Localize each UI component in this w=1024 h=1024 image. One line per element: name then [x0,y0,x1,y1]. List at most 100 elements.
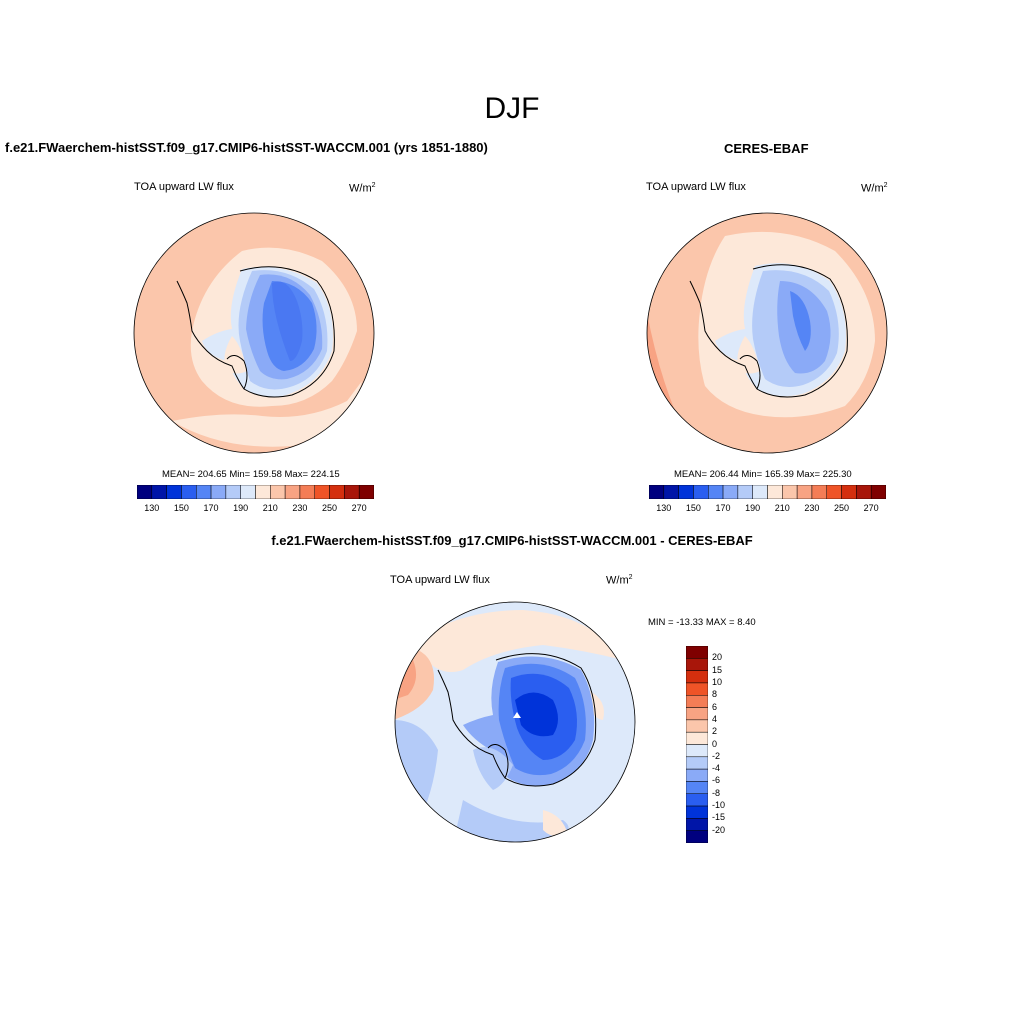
colorbar-tick-label: 190 [233,503,249,513]
colorbar-swatch [210,485,227,499]
obs-stats: MEAN= 206.44 Min= 165.39 Max= 225.30 [674,469,852,480]
colorbar-swatch [314,485,330,499]
colorbar-swatch [811,485,827,499]
colorbar-swatch [255,485,271,499]
obs-colorbar-labels: 130 150 170 190 210 230 250 270 [649,503,886,515]
diff-colorbar-tick-label: -2 [712,750,721,761]
colorbar-swatch [299,485,315,499]
diff-colorbar-tick-label: -10 [712,800,726,811]
diff-colorbar-tick-label: -15 [712,812,726,823]
colorbar-tick-label: 170 [715,503,731,513]
colorbar-tick-label: 150 [685,503,701,513]
diff-colorbar-swatch [686,719,708,733]
model-stats: MEAN= 204.65 Min= 159.58 Max= 224.15 [162,469,340,480]
diff-colorbar-swatch [686,695,708,708]
diff-colorbar-swatch [686,731,708,745]
colorbar-tick-label: 230 [804,503,820,513]
colorbar-tick-label: 250 [834,503,850,513]
diff-colorbar-labels: 20 15 10 8 6 4 2 0 -2 -4 -6 -8 -10 -15 -20 [710,646,750,843]
diff-colorbar-swatch [686,670,708,684]
colorbar-tick-label: 210 [774,503,790,513]
colorbar-tick-label: 210 [262,503,278,513]
colorbar-tick-label: 190 [745,503,761,513]
diff-colorbar-tick-label: 0 [712,738,718,749]
colorbar-swatch [240,485,256,499]
colorbar-swatch [826,485,842,499]
colorbar-swatch [166,485,182,499]
diff-variable-label: TOA upward LW flux [390,574,490,586]
model-variable-label: TOA upward LW flux [134,181,234,193]
diff-colorbar-tick-label: -6 [712,775,721,786]
obs-panel-title: CERES-EBAF [724,141,809,156]
model-panel-title: f.e21.FWaerchem-histSST.f09_g17.CMIP6-hi… [5,140,488,155]
colorbar-swatch [767,485,783,499]
colorbar-swatch [870,485,886,499]
diff-units-label: W/m2 [606,574,633,587]
colorbar-swatch [782,485,798,499]
colorbar-swatch [344,485,360,499]
diff-colorbar-swatch [686,744,708,758]
model-colorbar [137,485,374,499]
diff-colorbar-tick-label: -8 [712,787,721,798]
diff-colorbar-swatch [686,818,708,831]
model-polar-map [133,212,375,454]
colorbar-tick-label: 150 [173,503,189,513]
diff-colorbar-swatch [686,781,708,794]
model-units-label: W/m2 [349,182,376,195]
colorbar-swatch [329,485,345,499]
colorbar-swatch [284,485,301,499]
diff-colorbar-tick-label: 4 [712,713,718,724]
colorbar-tick-label: 130 [656,503,672,513]
diff-colorbar-tick-label: 2 [712,726,718,737]
diff-colorbar-tick-label: 10 [712,676,723,687]
colorbar-swatch [737,485,753,499]
diff-colorbar-tick-label: -20 [712,824,726,835]
colorbar-swatch [678,485,694,499]
diff-colorbar-swatch [686,768,708,782]
diff-colorbar-swatch [686,658,708,671]
obs-polar-map [646,212,888,454]
colorbar-swatch [181,485,197,499]
colorbar-swatch [722,485,739,499]
diff-polar-map [394,601,636,843]
colorbar-swatch [196,485,212,499]
diff-colorbar-tick-label: 6 [712,701,718,712]
diff-colorbar [686,646,708,843]
colorbar-tick-label: 270 [351,503,367,513]
obs-variable-label: TOA upward LW flux [646,181,746,193]
colorbar-swatch [856,485,872,499]
diff-panel-title: f.e21.FWaerchem-histSST.f09_g17.CMIP6-hi… [271,533,753,548]
colorbar-tick-label: 230 [292,503,308,513]
diff-colorbar-swatch [686,646,708,659]
colorbar-swatch [708,485,724,499]
colorbar-tick-label: 270 [863,503,879,513]
colorbar-swatch [796,485,813,499]
obs-colorbar [649,485,886,499]
diff-colorbar-tick-label: 8 [712,689,718,700]
diff-colorbar-swatch [686,830,708,843]
diff-colorbar-swatch [686,682,708,696]
obs-units-label: W/m2 [861,182,888,195]
colorbar-swatch [270,485,286,499]
colorbar-swatch [693,485,709,499]
colorbar-swatch [358,485,374,499]
season-title: DJF [484,92,540,125]
colorbar-tick-label: 130 [144,503,160,513]
diff-colorbar-swatch [686,805,708,819]
colorbar-tick-label: 250 [322,503,338,513]
diff-colorbar-tick-label: 20 [712,652,723,663]
colorbar-swatch [151,485,167,499]
diff-minmax: MIN = -13.33 MAX = 8.40 [648,617,756,628]
colorbar-swatch [663,485,679,499]
diff-colorbar-swatch [686,756,708,770]
colorbar-swatch [225,485,241,499]
model-colorbar-labels: 130 150 170 190 210 230 250 270 [137,503,374,515]
colorbar-swatch [137,485,153,499]
colorbar-tick-label: 170 [203,503,219,513]
colorbar-swatch [752,485,768,499]
diff-colorbar-tick-label: 15 [712,664,723,675]
colorbar-swatch [649,485,665,499]
diff-colorbar-swatch [686,793,708,807]
diff-colorbar-swatch [686,707,708,721]
colorbar-swatch [841,485,857,499]
